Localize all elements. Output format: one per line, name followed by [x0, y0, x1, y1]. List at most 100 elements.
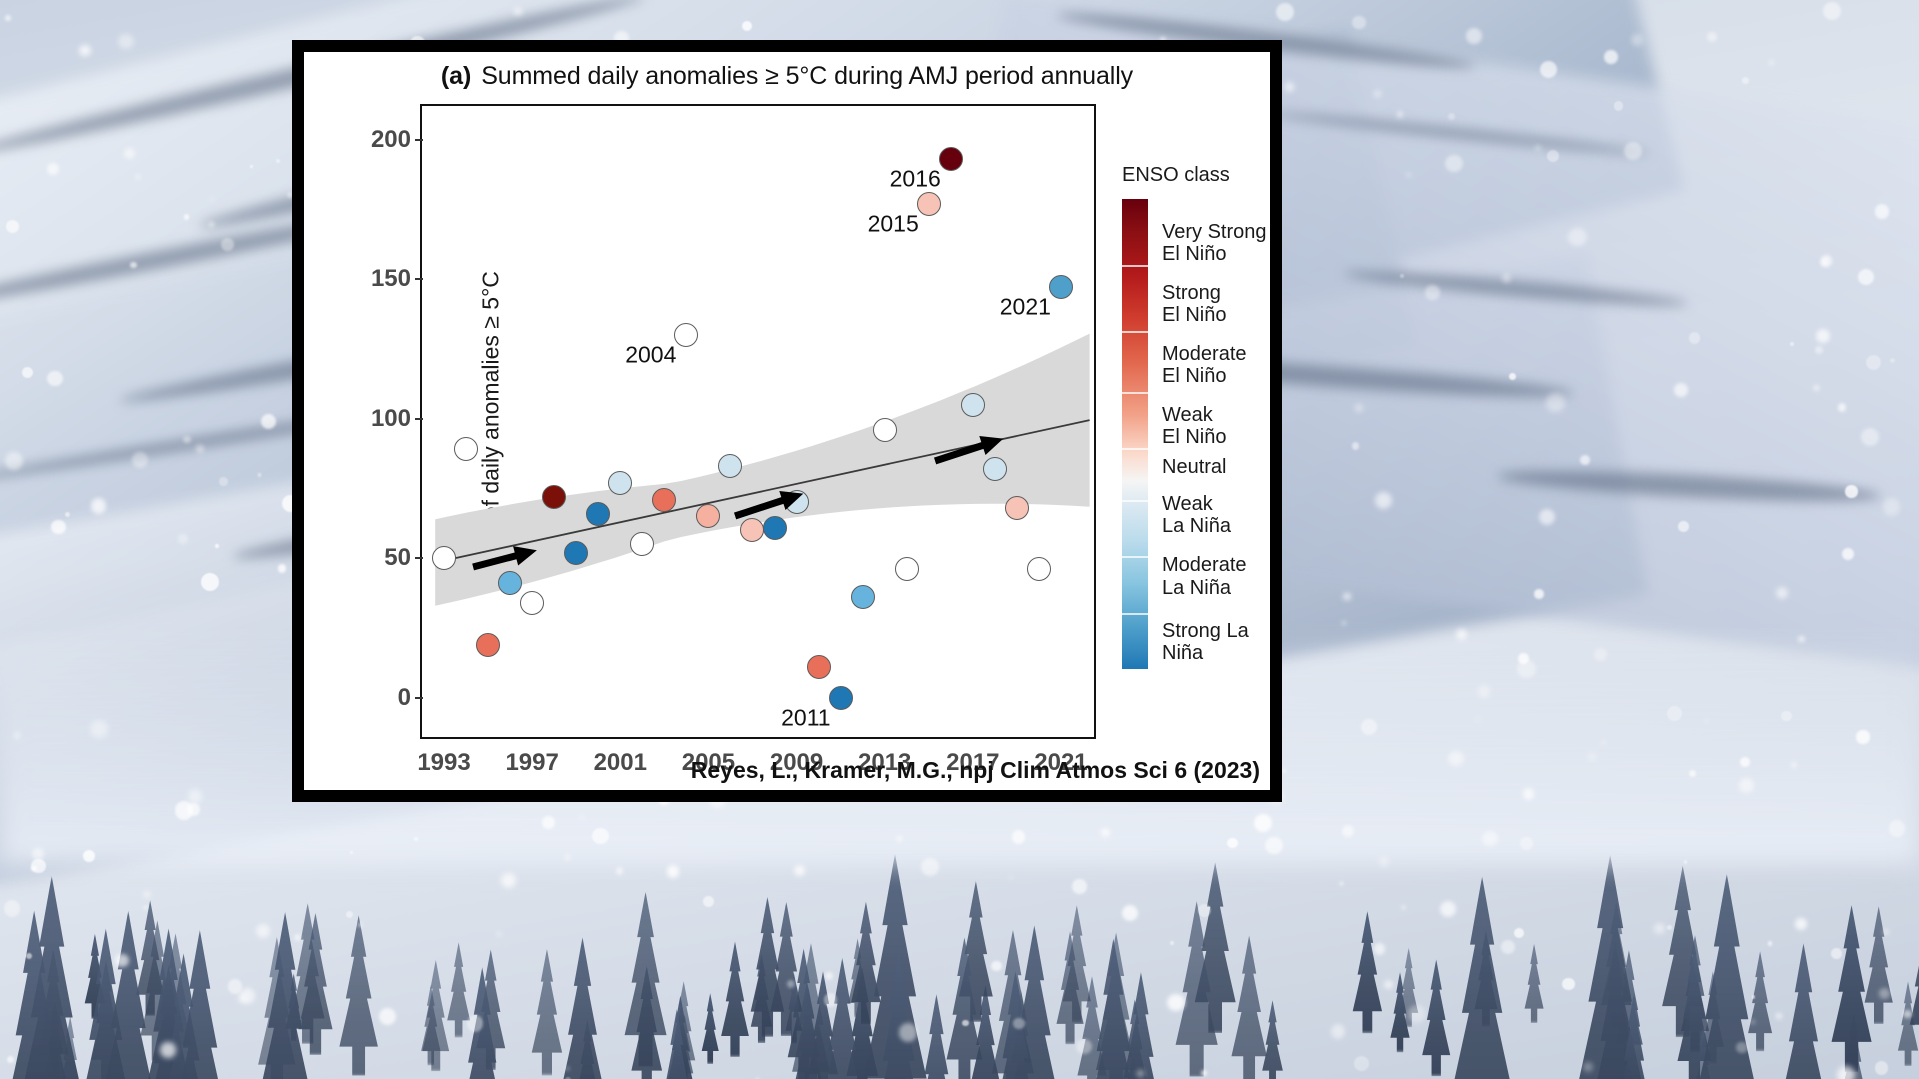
colorbar-tick	[1122, 448, 1148, 450]
snowflake	[1546, 393, 1565, 412]
point-annotation: 2011	[781, 704, 830, 731]
snowflake	[1502, 273, 1511, 282]
y-tick-label: 50	[384, 544, 422, 572]
scatter-point[interactable]	[1049, 275, 1073, 299]
scatter-point[interactable]	[829, 686, 853, 710]
snowflake	[824, 993, 837, 1006]
snowflake	[1776, 587, 1788, 599]
snowflake	[1742, 77, 1749, 84]
scatter-point[interactable]	[674, 323, 698, 347]
snowflake	[1501, 940, 1515, 954]
snowflake	[1815, 346, 1823, 354]
snowflake	[1879, 988, 1890, 999]
legend-item-label: Strong El Niño	[1162, 282, 1226, 327]
y-tick-label: 100	[371, 405, 422, 433]
snowflake	[51, 520, 65, 534]
snowflake	[201, 573, 219, 591]
snowflake	[143, 905, 147, 909]
point-annotation: 2004	[625, 341, 676, 368]
snowflake	[5, 15, 11, 21]
snowflake	[5, 452, 23, 470]
snowflake	[742, 21, 752, 31]
legend-item-label: Weak El Niño	[1162, 404, 1226, 449]
snowflake	[1821, 255, 1832, 266]
scatter-point[interactable]	[873, 418, 897, 442]
snowflake	[1509, 373, 1516, 380]
snowflake	[187, 803, 199, 815]
legend-item-label: Weak La Niña	[1162, 493, 1231, 538]
colorbar-tick	[1122, 613, 1148, 615]
scatter-point[interactable]	[608, 471, 632, 495]
snowflake	[1013, 1018, 1025, 1030]
scatter-point[interactable]	[454, 437, 478, 461]
scatter-point[interactable]	[939, 147, 963, 171]
snowflake	[1776, 1013, 1782, 1019]
snowflake	[1254, 814, 1272, 832]
snowflake	[1823, 2, 1841, 20]
legend-item-label: Strong La Niña	[1162, 620, 1249, 665]
scatter-point[interactable]	[983, 457, 1007, 481]
snowflake	[616, 867, 624, 875]
scatter-point[interactable]	[586, 502, 610, 526]
snowflake	[1342, 621, 1346, 625]
snowflake	[1265, 837, 1282, 854]
scatter-point[interactable]	[432, 546, 456, 570]
x-tick-label: 1997	[505, 737, 558, 777]
scatter-point[interactable]	[476, 633, 500, 657]
scatter-point[interactable]	[917, 192, 941, 216]
snowflake	[501, 873, 516, 888]
snowflake	[1795, 918, 1807, 930]
scatter-point[interactable]	[696, 504, 720, 528]
snowflake	[1482, 831, 1498, 847]
snowflake	[1838, 403, 1847, 412]
snowflake	[115, 954, 129, 968]
scatter-point[interactable]	[895, 557, 919, 581]
snowflake	[1583, 1062, 1593, 1072]
scatter-point[interactable]	[630, 532, 654, 556]
scatter-point[interactable]	[542, 485, 566, 509]
snowflake	[991, 961, 1001, 971]
scatter-point[interactable]	[1027, 557, 1051, 581]
snowflake	[1518, 653, 1529, 664]
snowflake	[1883, 498, 1900, 515]
snowflake	[1445, 155, 1463, 173]
snowflake	[184, 214, 190, 220]
figure-frame: (a) Summed daily anomalies ≥ 5°C during A…	[292, 40, 1282, 802]
snowflake	[1523, 788, 1535, 800]
legend-title: ENSO class	[1122, 164, 1272, 187]
scatter-point[interactable]	[807, 655, 831, 679]
snowflake	[1903, 1010, 1911, 1018]
scatter-point[interactable]	[652, 488, 676, 512]
scatter-point[interactable]	[520, 591, 544, 615]
scatter-point[interactable]	[763, 516, 787, 540]
scatter-point[interactable]	[851, 585, 875, 609]
snowflake	[1674, 383, 1688, 397]
snowflake	[209, 222, 214, 227]
snowflake	[1689, 332, 1700, 343]
snowflake	[1562, 978, 1574, 990]
snowflake	[1889, 820, 1905, 836]
snowflake	[1373, 90, 1382, 99]
scatter-point[interactable]	[718, 454, 742, 478]
background-tree	[546, 937, 618, 1079]
snowflake	[1539, 509, 1555, 525]
snowflake	[1678, 521, 1689, 532]
scatter-point[interactable]	[1005, 496, 1029, 520]
snowflake	[1476, 717, 1480, 721]
snowflake	[1478, 685, 1490, 697]
scatter-point[interactable]	[961, 393, 985, 417]
point-annotation: 2016	[890, 166, 941, 193]
snowflake	[1798, 636, 1804, 642]
snowflake	[962, 1020, 968, 1026]
snowflake	[514, 8, 522, 16]
snowflake	[1425, 285, 1439, 299]
snowflake	[1374, 943, 1385, 954]
enso-colorbar	[1122, 199, 1148, 669]
background-tree	[1740, 951, 1780, 1051]
scatter-point[interactable]	[498, 571, 522, 595]
snowflake	[144, 891, 150, 897]
background-tree	[696, 993, 724, 1064]
legend-item-label: Moderate La Niña	[1162, 554, 1247, 599]
scatter-point[interactable]	[564, 541, 588, 565]
snowflake	[1201, 1070, 1207, 1076]
